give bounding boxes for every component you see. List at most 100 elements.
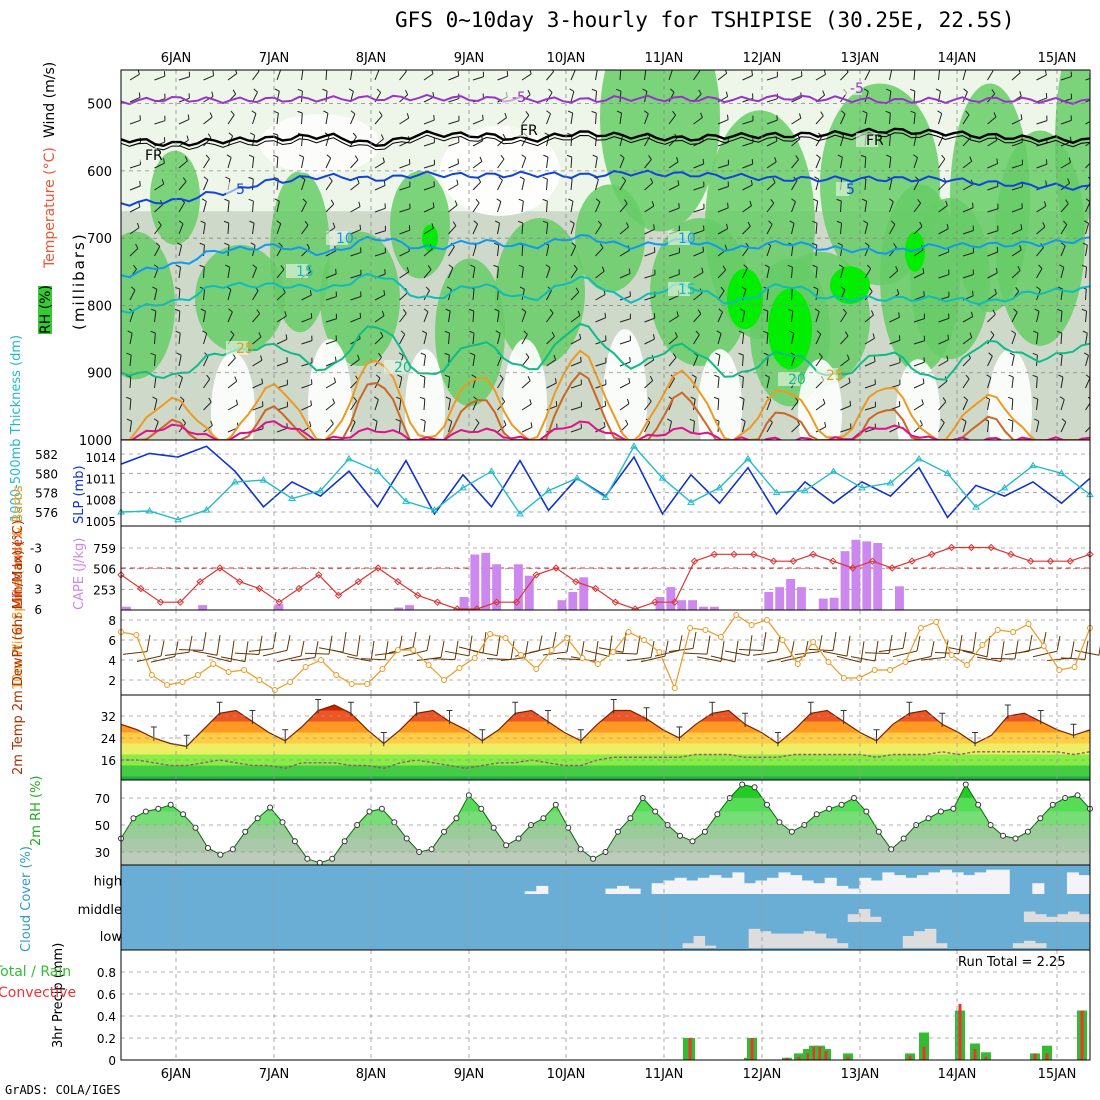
wind-barb	[987, 421, 990, 433]
wind-barb	[962, 274, 974, 279]
wind-barb-flag	[604, 400, 607, 406]
wind-barb	[934, 651, 960, 655]
precip-conv-bar	[958, 1003, 962, 1060]
li-marker	[572, 577, 580, 586]
wind-barb	[1036, 226, 1046, 235]
wind-barb	[472, 289, 475, 301]
wind-barb-flag	[678, 635, 683, 651]
wind-barb	[399, 208, 411, 213]
wind-barb-flag	[1000, 641, 1005, 662]
wind-barb	[556, 658, 582, 661]
thickness-marker	[402, 497, 410, 504]
wind-barb-flag	[837, 154, 843, 158]
wind-barb	[938, 339, 949, 345]
wind-barb	[203, 179, 209, 191]
wind-barb	[546, 267, 551, 279]
wind-barb	[626, 657, 652, 662]
wind-barb	[276, 134, 279, 147]
wind-speed-marker	[179, 679, 186, 685]
dewpoint-line	[121, 751, 1091, 770]
li-marker	[176, 598, 185, 606]
wind-barb-flag	[739, 396, 745, 400]
cloud-bar	[858, 909, 871, 922]
wind-barb	[1085, 355, 1089, 367]
wind-barb	[693, 208, 705, 213]
wind-barb-flag	[471, 374, 477, 378]
wind-barb-flag	[501, 397, 506, 402]
wind-barb	[154, 183, 164, 191]
wind-barb	[693, 251, 704, 257]
wind-barb-flag	[553, 354, 557, 360]
wind-barb-flag	[616, 88, 622, 92]
wind-speed-marker	[287, 679, 294, 685]
contour-label: FR	[520, 123, 538, 139]
wind-barb	[234, 652, 260, 655]
temp-band	[121, 776, 1090, 780]
wind-barb-flag	[334, 356, 337, 362]
li-marker	[848, 564, 857, 572]
wind-speed-marker	[933, 619, 940, 625]
cape-bar	[862, 541, 872, 610]
wind-barb-flag	[256, 309, 261, 314]
wind-barb	[595, 294, 606, 301]
precip-conv-bar	[785, 1057, 789, 1060]
wind-barb-flag	[136, 222, 140, 228]
thickness-marker	[744, 454, 752, 462]
rh-marker	[776, 819, 783, 826]
wind-barb-flag	[542, 220, 548, 224]
wind-barb-flag	[895, 266, 899, 271]
wind-barb	[570, 384, 582, 389]
wind-barb-flag	[992, 309, 996, 315]
thickness-marker	[430, 506, 439, 513]
isotherms	[121, 93, 1090, 440]
wind-barb-flag	[648, 155, 652, 160]
wind-barb-flag	[574, 70, 576, 71]
wind-speed-marker	[241, 667, 248, 673]
wind-barb	[693, 70, 701, 81]
wind-barb-flag	[342, 631, 347, 653]
li-marker	[512, 598, 521, 606]
wind-barb	[129, 73, 140, 81]
wind-barb	[192, 650, 218, 656]
wind-barb-flag	[789, 220, 795, 224]
wind-barb-flag	[1081, 264, 1087, 268]
wind-barb	[889, 91, 892, 103]
wind-barb-flag	[493, 242, 499, 246]
wind-barb	[1060, 203, 1069, 213]
wind-speed-marker	[963, 662, 970, 668]
wind-barb	[500, 657, 526, 662]
wind-barb-flag	[370, 640, 375, 662]
wind-barb	[840, 113, 846, 125]
thickness-marker	[516, 509, 524, 517]
wind-barb-flag	[969, 156, 973, 162]
wind-barb-flag	[690, 396, 696, 400]
wind-barb	[595, 70, 598, 81]
wind-barb	[227, 289, 232, 301]
precip-conv-bar	[688, 1038, 692, 1060]
wind-barb	[815, 222, 818, 235]
wind-barb-flag	[871, 310, 874, 316]
wind-barb	[791, 159, 799, 169]
wind-barb	[252, 70, 260, 81]
wind-barb-flag	[358, 201, 361, 207]
rh-marker	[863, 808, 870, 815]
wind-barb	[938, 113, 943, 125]
wind-barb	[815, 333, 822, 345]
wind-barb-flag	[963, 88, 968, 93]
rh-plume	[195, 244, 285, 353]
wind-barb	[913, 295, 925, 301]
panel-background	[121, 610, 1090, 695]
wind-barb	[325, 250, 336, 257]
cape-bar	[655, 596, 665, 610]
wind-barb-flag	[546, 110, 551, 115]
contour-label-bg	[668, 231, 690, 245]
wind-barb	[423, 142, 435, 147]
thickness-marker	[145, 507, 154, 514]
wind-barb	[521, 289, 525, 301]
wind-barb	[693, 272, 704, 279]
cape-bar	[513, 564, 523, 610]
wind-barb-flag	[496, 635, 501, 656]
wind-barb	[913, 361, 925, 367]
date-label-top: 13JAN	[841, 51, 880, 66]
wind-barb-flag	[470, 264, 476, 268]
